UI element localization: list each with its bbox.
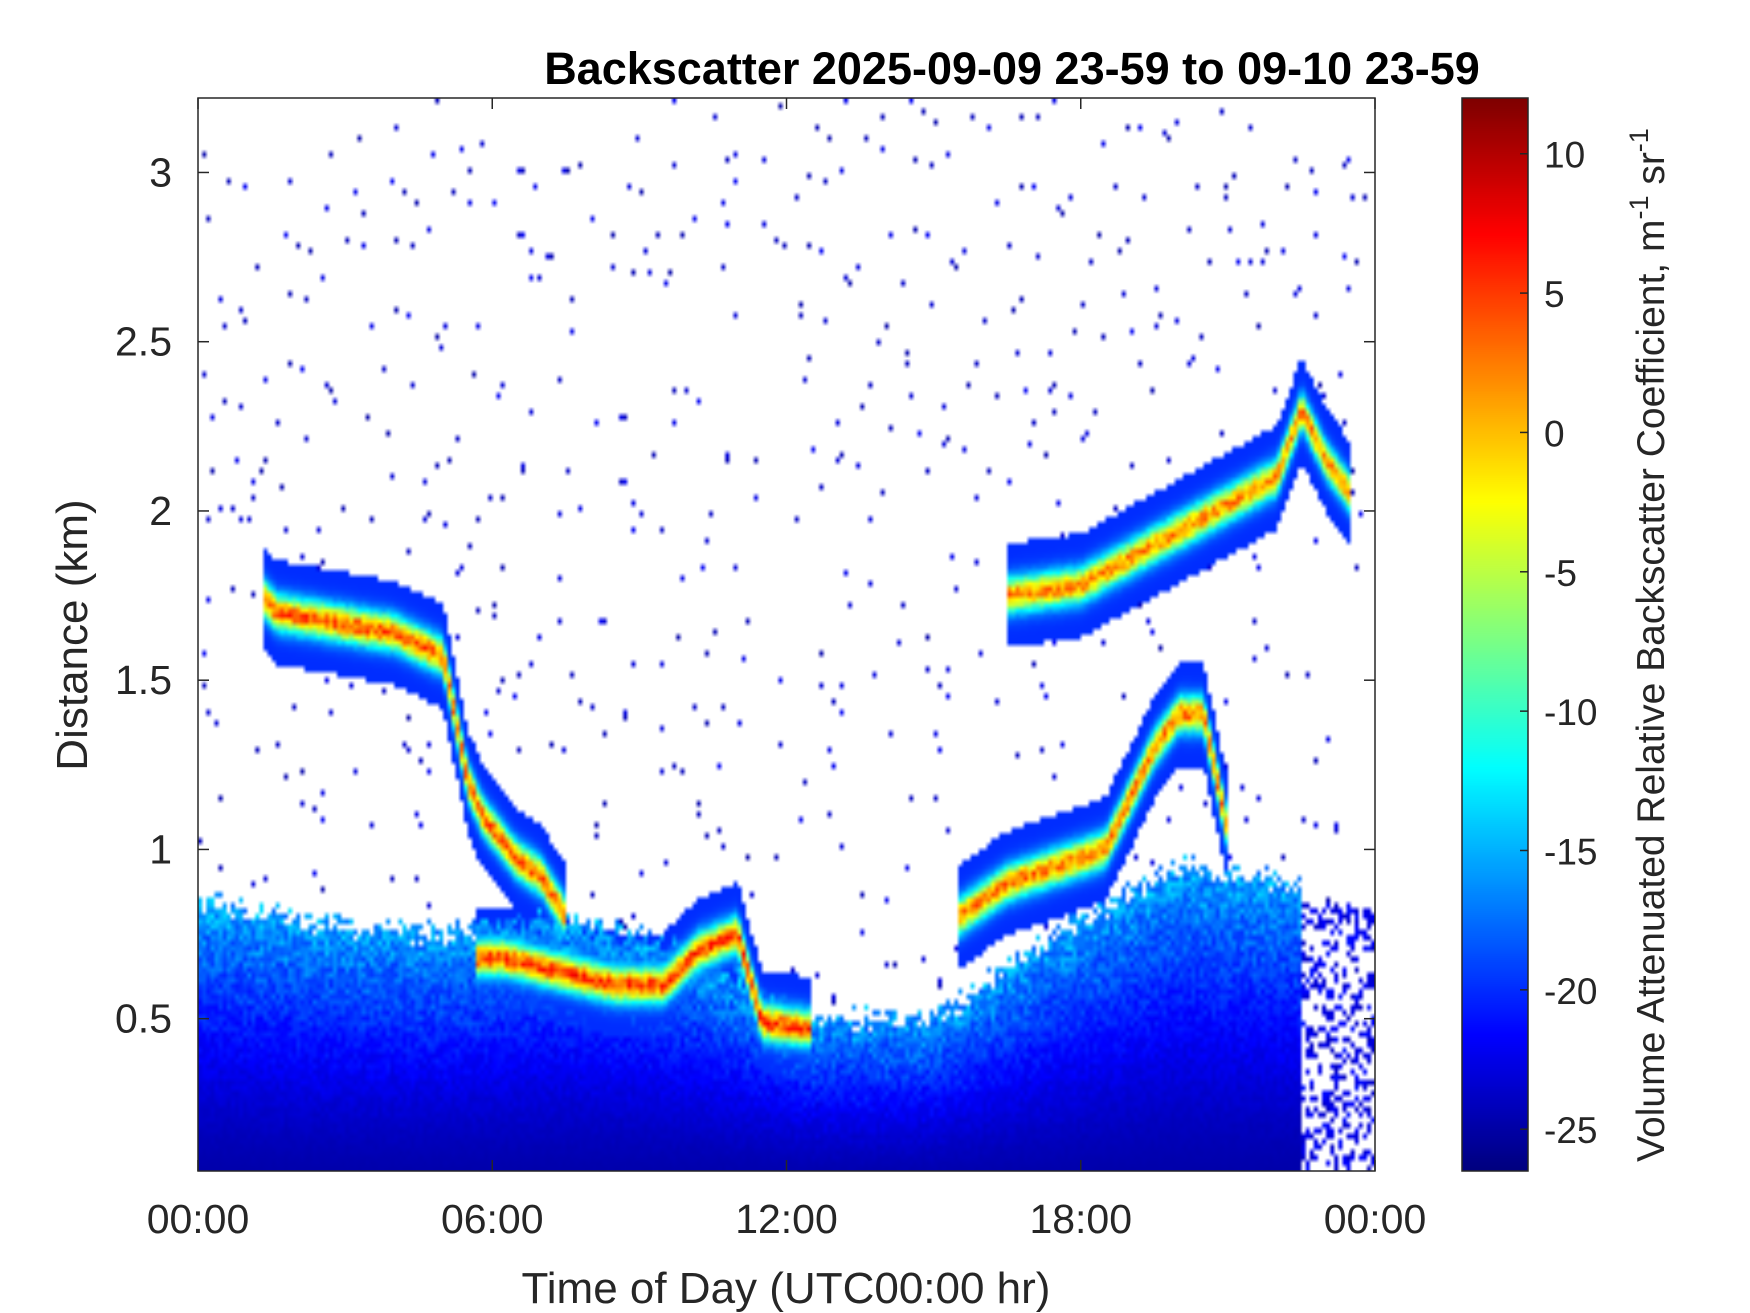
- colorbar-tick-label: 0: [1544, 413, 1565, 454]
- colorbar-ticks: -25 -20 -15 -10 -5 0 5 10: [1520, 135, 1597, 1151]
- y-tick-label: 0.5: [115, 996, 172, 1042]
- x-tick-label: 00:00: [1324, 1196, 1427, 1242]
- colorbar-gradient: [1462, 98, 1528, 1171]
- chart-title: Backscatter 2025-09-09 23-59 to 09-10 23…: [544, 43, 1480, 94]
- x-tick-label: 00:00: [147, 1196, 250, 1242]
- y-tick-label: 2: [149, 488, 172, 534]
- x-tick-label: 12:00: [735, 1196, 838, 1242]
- colorbar-tick-label: -25: [1544, 1110, 1597, 1151]
- backscatter-heatmap-image: [198, 98, 1375, 1171]
- y-tick-label: 2.5: [115, 319, 172, 365]
- colorbar-tick-label: -15: [1544, 831, 1597, 872]
- x-axis: 00:00 06:00 12:00 18:00 00:00: [147, 98, 1427, 1242]
- colorbar-label-exp1: -1: [1624, 196, 1654, 220]
- heatmap-plot-area: [197, 97, 1376, 1172]
- colorbar-label-sr: sr: [1630, 152, 1673, 195]
- x-tick-label: 06:00: [441, 1196, 544, 1242]
- colorbar-label-exp2: -1: [1624, 128, 1654, 152]
- colorbar-label: Volume Attenuated Relative Backscatter C…: [1624, 128, 1673, 1162]
- colorbar-tick-label: 5: [1544, 274, 1565, 315]
- colorbar-label-text: Volume Attenuated Relative Backscatter C…: [1630, 220, 1673, 1162]
- colorbar-box: [1461, 97, 1529, 1172]
- y-axis-label: Distance (km): [48, 499, 97, 770]
- y-tick-label: 1.5: [115, 657, 172, 703]
- colorbar: -25 -20 -15 -10 -5 0 5 10 Volume Attenuated Rel…: [1461, 97, 1673, 1172]
- y-axis: 0.5 1 1.5 2 2.5 3: [115, 149, 1375, 1042]
- colorbar-tick-label: -20: [1544, 971, 1597, 1012]
- x-axis-label: Time of Day (UTC00:00 hr): [522, 1264, 1051, 1313]
- colorbar-tick-label: -5: [1544, 553, 1577, 594]
- colorbar-tick-label: 10: [1544, 135, 1585, 176]
- y-tick-label: 3: [149, 149, 172, 195]
- y-tick-label: 1: [149, 826, 172, 872]
- colorbar-tick-label: -10: [1544, 692, 1597, 733]
- x-tick-label: 18:00: [1029, 1196, 1132, 1242]
